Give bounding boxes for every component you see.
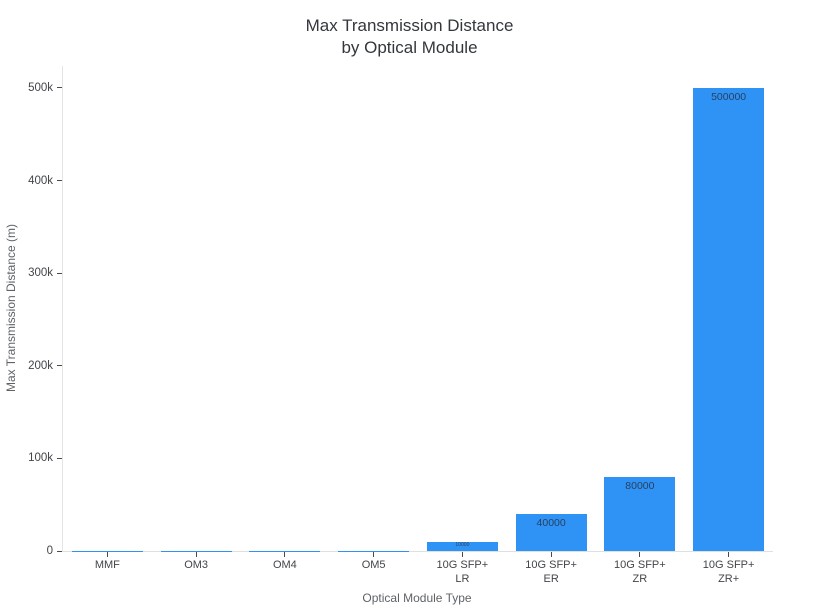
y-tick-label: 0: [46, 545, 53, 557]
y-tick-mark: [57, 457, 62, 459]
bar-10g-sfp--er[interactable]: [515, 513, 587, 551]
x-tick-mark: [284, 552, 286, 557]
x-tick-mark: [106, 552, 108, 557]
bar-10g-sfp--zr-[interactable]: [693, 88, 765, 551]
x-tick-label: 10G SFP+ ER: [525, 559, 577, 585]
chart-title: Max Transmission Distance by Optical Mod…: [305, 16, 514, 58]
y-tick-mark: [57, 87, 62, 89]
x-axis-title: Optical Module Type: [362, 591, 472, 605]
bar-om5[interactable]: [338, 550, 410, 551]
y-tick-label: 500k: [28, 81, 53, 94]
x-tick-mark: [728, 552, 730, 557]
y-tick-label: 100k: [28, 452, 53, 465]
x-tick-label: 10G SFP+ ZR: [614, 559, 666, 585]
x-tick-mark: [195, 552, 197, 557]
x-tick-mark: [550, 552, 552, 557]
x-tick-label: 10G SFP+ LR: [436, 559, 489, 585]
x-tick-label: OM4: [272, 559, 297, 571]
plot-area: 0 100k 200k 300k 400k 500k MMF OM3 OM4 OM5 10000 10…: [28, 66, 773, 585]
y-tick-label: 300k: [28, 267, 53, 280]
x-tick-mark: [639, 552, 641, 557]
x-tick-mark: [373, 552, 375, 557]
y-tick-label: 400k: [28, 174, 53, 187]
bar-10g-sfp--zr[interactable]: [604, 476, 676, 551]
y-tick-mark: [57, 550, 62, 552]
x-tick-label: 10G SFP+ ZR+: [702, 559, 755, 585]
y-tick-mark: [57, 272, 62, 274]
y-tick-mark: [57, 180, 62, 182]
x-tick-label: OM3: [184, 559, 209, 571]
x-tick-label: MMF: [94, 559, 120, 571]
x-tick-label: OM5: [361, 559, 386, 571]
bar-10g-sfp--lr[interactable]: [426, 541, 498, 551]
x-tick-mark: [461, 552, 463, 557]
y-tick-label: 200k: [28, 359, 53, 372]
y-tick-mark: [57, 365, 62, 367]
